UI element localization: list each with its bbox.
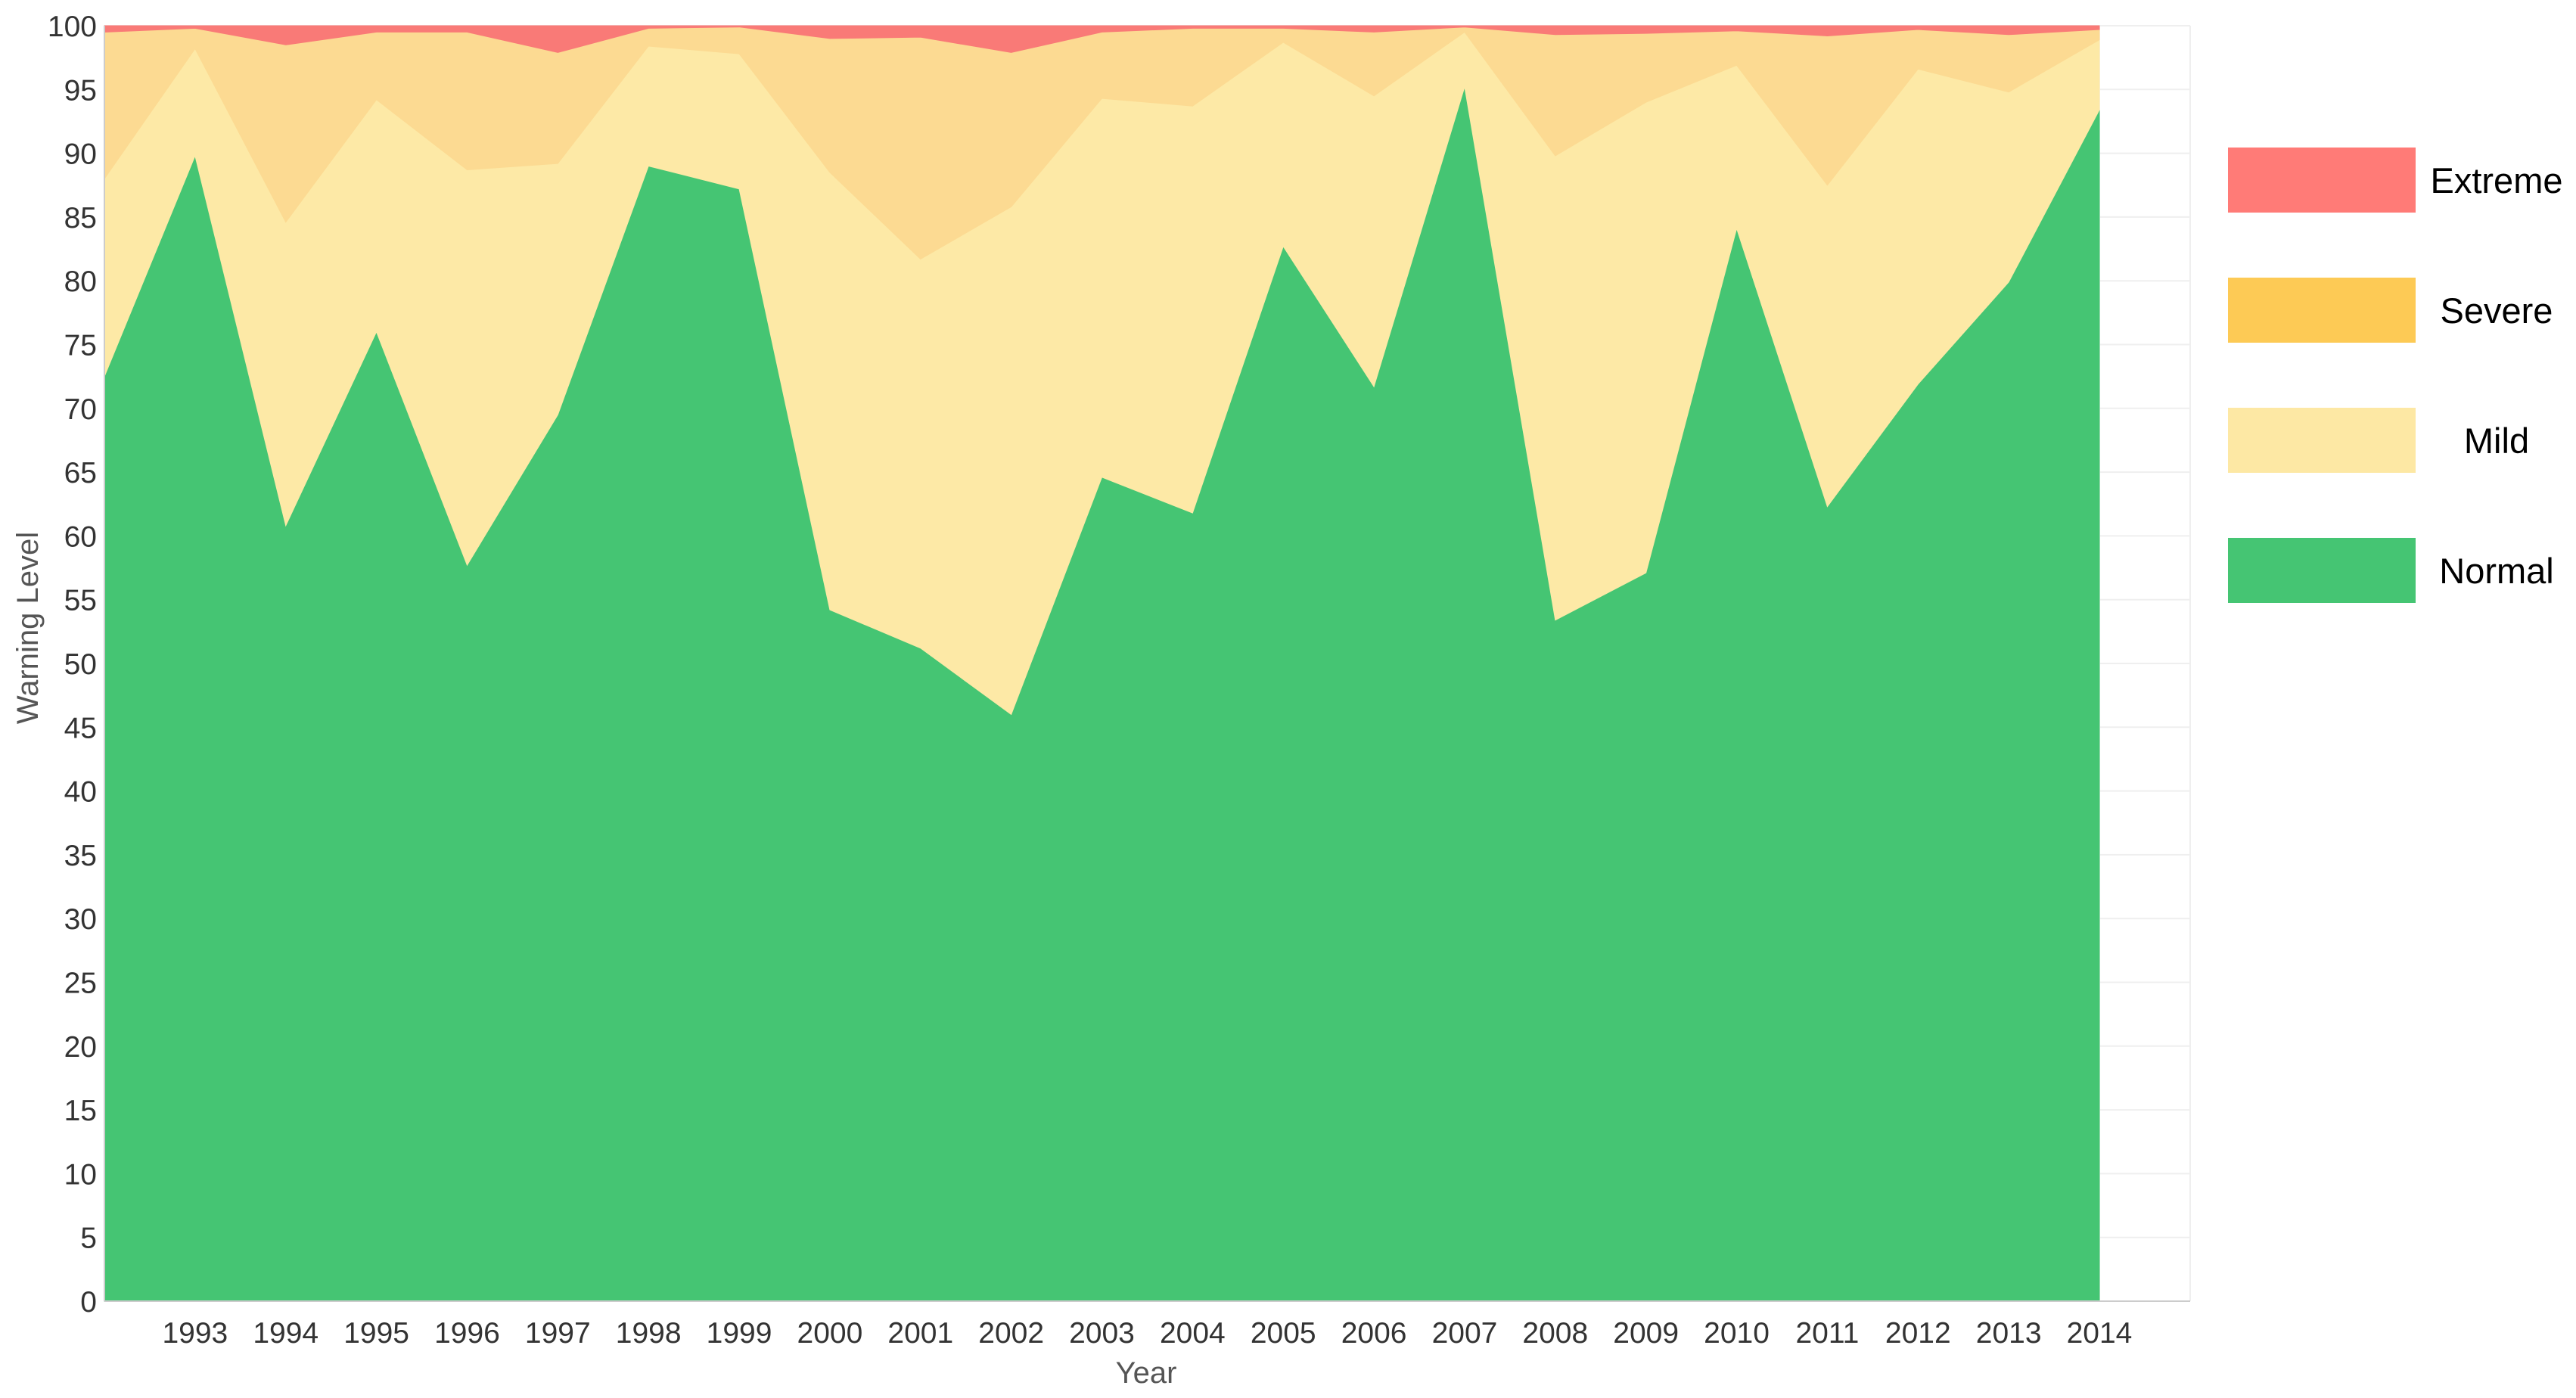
- y-tick-label: 85: [64, 202, 97, 235]
- x-tick-label: 1999: [707, 1317, 772, 1350]
- legend-swatch: [2228, 278, 2416, 343]
- y-tick-label: 65: [64, 457, 97, 489]
- y-tick-label: 15: [64, 1095, 97, 1127]
- x-tick-label: 2007: [1432, 1317, 1498, 1350]
- y-tick-label: 30: [64, 903, 97, 936]
- legend-swatch: [2228, 408, 2416, 473]
- x-tick-label: 1997: [525, 1317, 591, 1350]
- legend-item-severe: Severe: [2228, 278, 2553, 343]
- legend: Extreme Severe Mild Normal: [2228, 148, 2563, 603]
- legend-label: Severe: [2441, 290, 2553, 331]
- x-tick-label: 2001: [887, 1317, 953, 1350]
- y-tick-label: 100: [48, 11, 97, 43]
- y-tick-label: 90: [64, 138, 97, 171]
- x-tick-label: 2010: [1704, 1317, 1770, 1350]
- x-tick-label: 2002: [978, 1317, 1044, 1350]
- x-tick-label: 2005: [1251, 1317, 1316, 1350]
- area-extreme: [104, 25, 2100, 53]
- y-tick-label: 0: [80, 1286, 97, 1319]
- legend-item-mild: Mild: [2228, 408, 2529, 473]
- x-tick-label: 1998: [616, 1317, 682, 1350]
- legend-item-normal: Normal: [2228, 538, 2554, 603]
- y-tick-label: 55: [64, 585, 97, 617]
- y-tick-label: 70: [64, 393, 97, 426]
- y-tick-label: 75: [64, 330, 97, 362]
- x-tick-label: 2014: [2067, 1317, 2133, 1350]
- axes: 0 5 10 15 20 25 30 35 40 45 50 55 60 65 70 75 80 85 90 95 10…: [11, 11, 2190, 1390]
- y-tick-label: 20: [64, 1031, 97, 1064]
- x-tick-label: 2012: [1885, 1317, 1951, 1350]
- x-tick-label: 2006: [1341, 1317, 1407, 1350]
- x-tick-label: 1996: [434, 1317, 500, 1350]
- x-tick-label: 2013: [1976, 1317, 2042, 1350]
- x-tick-label: 1993: [162, 1317, 228, 1350]
- x-tick-label: 2003: [1069, 1317, 1135, 1350]
- legend-label: Extreme: [2431, 160, 2563, 200]
- y-tick-label: 10: [64, 1158, 97, 1191]
- y-tick-label: 5: [80, 1222, 97, 1255]
- x-axis-title: Year: [1116, 1356, 1177, 1390]
- legend-swatch: [2228, 538, 2416, 603]
- y-tick-label: 45: [64, 712, 97, 744]
- y-tick-label: 95: [64, 74, 97, 107]
- y-tick-label: 40: [64, 776, 97, 809]
- y-tick-label: 25: [64, 968, 97, 1000]
- legend-item-extreme: Extreme: [2228, 148, 2563, 213]
- x-tick-label: 2008: [1522, 1317, 1588, 1350]
- y-tick-label: 80: [64, 266, 97, 298]
- y-tick-label: 35: [64, 840, 97, 872]
- legend-label: Normal: [2439, 551, 2553, 591]
- x-tick-label: 2004: [1160, 1317, 1226, 1350]
- y-tick-label: 60: [64, 520, 97, 553]
- legend-swatch: [2228, 148, 2416, 213]
- stacked-areas: [104, 25, 2100, 1302]
- x-tick-label: 1995: [343, 1317, 409, 1350]
- x-tick-label: 1994: [253, 1317, 319, 1350]
- x-tick-label: 2009: [1613, 1317, 1679, 1350]
- y-tick-label: 50: [64, 648, 97, 681]
- x-tick-label: 2000: [797, 1317, 863, 1350]
- x-tick-label: 2011: [1795, 1317, 1859, 1350]
- legend-label: Mild: [2464, 421, 2529, 461]
- y-axis-title: Warning Level: [11, 532, 45, 724]
